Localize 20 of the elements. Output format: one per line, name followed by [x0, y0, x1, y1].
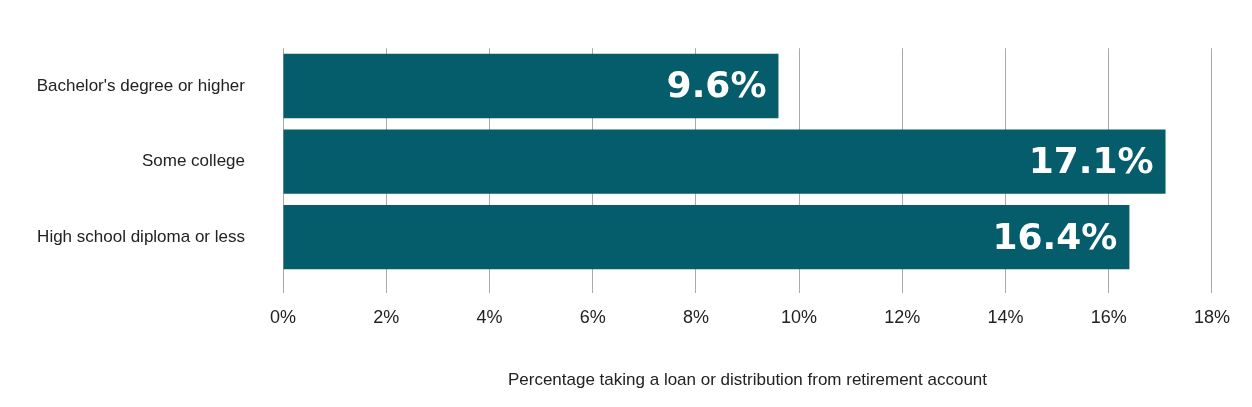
- y-tick-label: High school diploma or less: [37, 226, 245, 246]
- x-tick-label: 18%: [1193, 306, 1230, 327]
- x-tick-label: 16%: [1090, 306, 1127, 327]
- bar: [283, 53, 779, 119]
- x-tick-label: 12%: [884, 306, 921, 327]
- data-label: 16.4%: [992, 215, 1118, 257]
- x-tick-label: 8%: [682, 306, 709, 327]
- data-label: 17.1%: [1028, 139, 1154, 181]
- x-tick-label: 0%: [269, 306, 297, 327]
- data-label: 9.6%: [666, 64, 767, 106]
- x-tick-label: 4%: [476, 306, 503, 327]
- x-tick-label: 6%: [579, 306, 606, 327]
- x-tick-label: 2%: [373, 306, 400, 327]
- bar: [283, 205, 1130, 270]
- x-axis-title: Percentage taking a loan or distribution from retirement account: [507, 370, 988, 390]
- y-tick-label: Bachelor's degree or higher: [36, 75, 246, 95]
- x-tick-label: 10%: [781, 306, 818, 327]
- y-tick-label: Some college: [141, 151, 245, 171]
- bar: [283, 129, 1166, 194]
- x-tick-label: 14%: [987, 306, 1024, 327]
